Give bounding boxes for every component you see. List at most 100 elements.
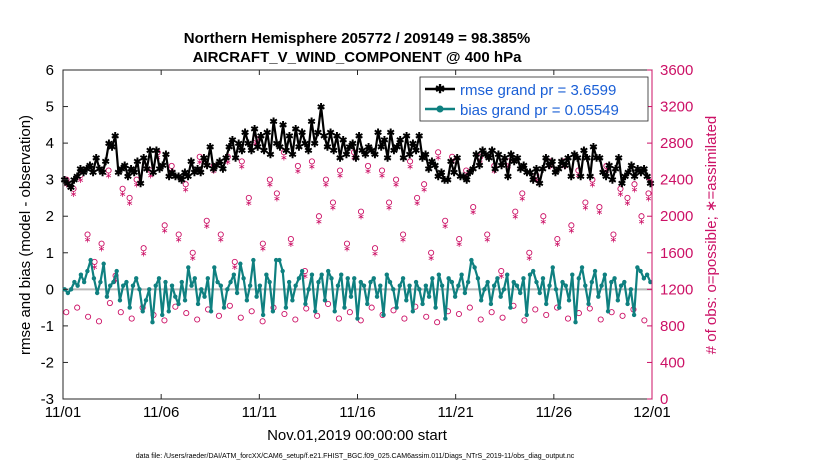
rmse-point: ✱ <box>463 175 472 186</box>
rmse-point: ✱ <box>288 150 297 161</box>
rmse-point: ✱ <box>330 146 339 157</box>
obs-assimilated-point: ∗ <box>294 166 302 176</box>
x-axis-label: Nov.01,2019 00:00:00 start <box>267 427 448 444</box>
rmse-point: ✱ <box>190 168 199 179</box>
bias-point <box>504 272 510 277</box>
rmse-point: ✱ <box>317 102 326 113</box>
bias-point <box>459 272 464 277</box>
obs-possible-point <box>442 217 449 224</box>
obs-possible-point <box>543 311 550 318</box>
bias-point <box>150 320 155 325</box>
rmse-point: ✱ <box>333 132 342 143</box>
bias-point <box>212 265 217 270</box>
rmse-point: ✱ <box>589 143 598 154</box>
obs-assimilated-point: ∗ <box>126 198 134 208</box>
obs-assimilated-point: ∗ <box>399 235 407 245</box>
rmse-point: ✱ <box>64 179 73 190</box>
bias-point <box>592 268 598 274</box>
obs-possible-point <box>194 316 201 323</box>
bias-point <box>127 305 132 310</box>
obs-assimilated-point: ∗ <box>413 198 421 208</box>
bias-point <box>218 283 224 288</box>
bias-point <box>625 301 630 307</box>
rmse-point: ✱ <box>634 165 643 176</box>
bias-point <box>374 294 380 299</box>
bias-point <box>247 283 253 288</box>
rmse-point: ✱ <box>168 168 177 179</box>
bias-point <box>498 294 503 299</box>
rmse-series: ✱✱✱✱✱✱✱✱✱✱✱✱✱✱✱✱✱✱✱✱✱✱✱✱✱✱✱✱✱✱✱✱✱✱✱✱✱✱✱✱… <box>60 102 655 193</box>
bias-point <box>365 301 370 307</box>
obs-assimilated-point: ∗ <box>483 235 491 245</box>
rmse-point: ✱ <box>364 143 373 154</box>
rmse-point: ✱ <box>282 146 291 157</box>
rmse-point: ✱ <box>162 150 171 161</box>
obs-possible-point <box>273 190 280 197</box>
obs-assimilated-point: ∗ <box>140 248 148 258</box>
x-tick-label: 11/06 <box>143 404 179 421</box>
rmse-point: ✱ <box>209 165 218 176</box>
bias-point <box>81 279 87 285</box>
legend-bias-label: bias grand pr = 0.05549 <box>460 102 619 119</box>
obs-assimilated-point: ∗ <box>203 221 211 231</box>
obs-assimilated-point: ∗ <box>638 216 646 226</box>
rmse-point: ✱ <box>146 146 155 157</box>
obs-assimilated-point: ∗ <box>259 244 267 254</box>
rmse-point: ✱ <box>108 143 117 154</box>
obs-assimilated-point: ∗ <box>273 193 281 203</box>
rmse-point: ✱ <box>520 161 529 172</box>
y-right-tick-label: 1200 <box>660 281 693 298</box>
bias-point <box>280 268 285 274</box>
obs-possible-point <box>324 300 332 308</box>
bias-point <box>413 279 419 285</box>
bias-point <box>179 279 184 285</box>
rmse-point: ✱ <box>504 172 513 183</box>
obs-possible-point <box>292 316 299 323</box>
bias-point <box>573 320 578 325</box>
obs-assimilated-point: ∗ <box>189 253 197 263</box>
x-tick-label: 11/16 <box>339 404 375 421</box>
rmse-point: ✱ <box>580 146 589 157</box>
rmse-point: ✱ <box>212 161 221 172</box>
x-tick-label: 11/26 <box>536 404 572 421</box>
bias-point <box>352 276 357 281</box>
obs-possible-point <box>281 310 288 318</box>
bias-point <box>316 279 321 285</box>
obs-possible-point <box>259 318 266 325</box>
obs-possible-point <box>74 304 81 311</box>
rmse-point: ✱ <box>453 154 462 165</box>
chart-title-line2: AIRCRAFT_V_WIND_COMPONENT @ 400 hPa <box>193 49 523 66</box>
rmse-point: ✱ <box>482 150 491 161</box>
obs-assimilated-point: ∗ <box>357 212 365 222</box>
obs-possible-point <box>175 231 182 238</box>
bias-point <box>553 287 559 292</box>
bias-point <box>566 298 572 303</box>
bias-point <box>482 287 487 292</box>
rmse-point: ✱ <box>618 179 627 190</box>
bias-point <box>306 287 311 292</box>
bias-point <box>644 272 650 277</box>
rmse-point: ✱ <box>181 168 190 179</box>
rmse-point: ✱ <box>269 117 278 128</box>
bias-point <box>394 305 399 310</box>
bias-point <box>622 279 627 285</box>
obs-assimilated-point: ∗ <box>490 166 498 176</box>
bias-point <box>147 287 152 292</box>
rmse-point: ✱ <box>244 139 253 150</box>
bias-point <box>521 276 526 281</box>
bias-point <box>465 279 471 285</box>
bias-point <box>579 265 585 270</box>
rmse-point: ✱ <box>396 135 405 146</box>
obs-possible-point <box>161 317 168 324</box>
obs-assimilated-point: ∗ <box>161 225 169 235</box>
rmse-point: ✱ <box>548 157 557 168</box>
rmse-point: ✱ <box>228 135 237 146</box>
bias-point <box>65 290 71 296</box>
bias-point <box>309 272 315 277</box>
obs-assimilated-point: ∗ <box>511 212 519 222</box>
obs-possible-point <box>217 231 224 238</box>
obs-assimilated-point: ∗ <box>519 193 527 203</box>
bias-point <box>166 309 171 314</box>
y-left-tick-label: 5 <box>46 99 54 116</box>
rmse-point: ✱ <box>475 161 484 172</box>
